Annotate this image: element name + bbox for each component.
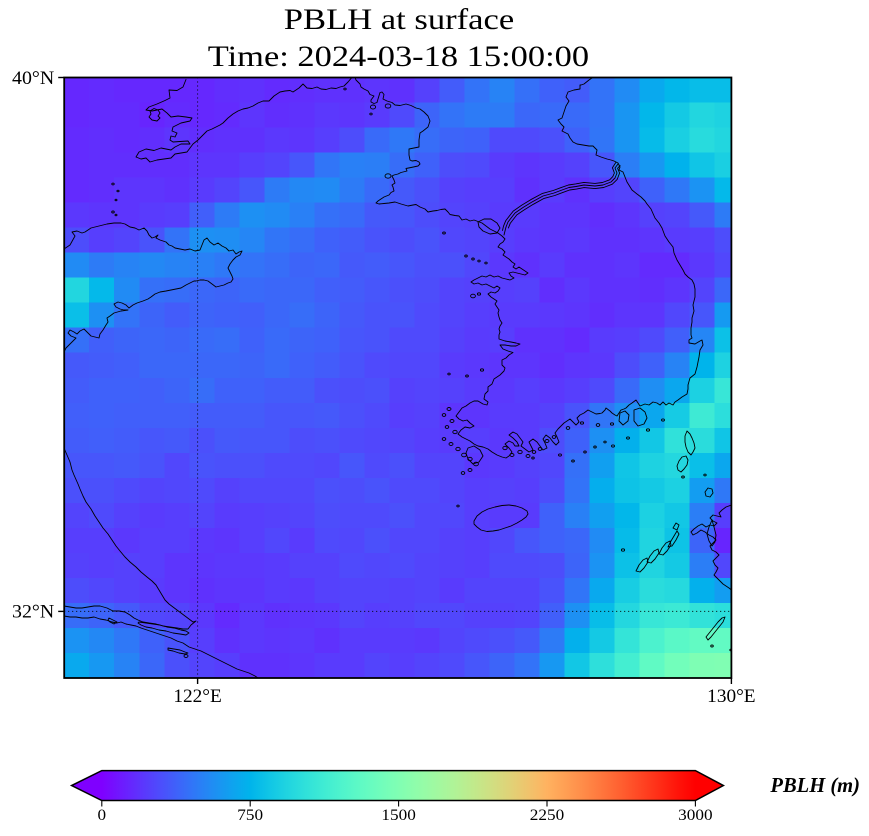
svg-text:0: 0	[98, 807, 107, 824]
svg-text:PBLH (m): PBLH (m)	[769, 773, 860, 797]
svg-text:2250: 2250	[530, 807, 565, 824]
svg-text:750: 750	[237, 807, 263, 824]
svg-text:32°N: 32°N	[12, 602, 54, 623]
svg-text:1500: 1500	[381, 807, 416, 824]
svg-text:122°E: 122°E	[173, 686, 221, 707]
svg-text:PBLH at surface: PBLH at surface	[284, 4, 514, 36]
svg-text:40°N: 40°N	[12, 68, 54, 89]
svg-text:130°E: 130°E	[707, 686, 755, 707]
svg-text:3000: 3000	[678, 807, 713, 824]
svg-text:Time: 2024-03-18 15:00:00: Time: 2024-03-18 15:00:00	[208, 41, 589, 73]
